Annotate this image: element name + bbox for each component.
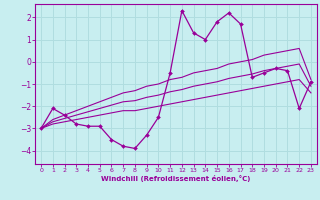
X-axis label: Windchill (Refroidissement éolien,°C): Windchill (Refroidissement éolien,°C) <box>101 175 251 182</box>
